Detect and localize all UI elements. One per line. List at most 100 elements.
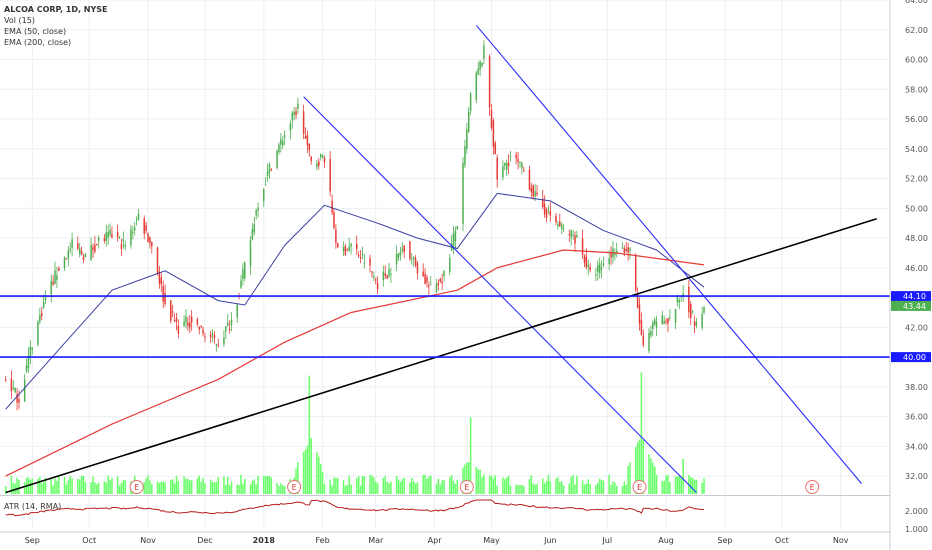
candle-body [280,139,282,145]
volume-bar [652,462,654,494]
candle-body [669,317,671,319]
volume-bar [568,483,571,494]
volume-bar [505,477,508,494]
candle-body [270,169,273,171]
candle-body [226,322,229,326]
candle-body [634,256,637,291]
candle-body [545,209,548,218]
volume-bar [475,467,478,494]
candle-body [443,270,445,276]
volume-bar [225,484,227,494]
candle-body [369,258,371,266]
candle-body [162,286,164,302]
volume-bar [543,483,546,494]
volume-bar [236,484,238,494]
candle-body [541,198,544,208]
candle-body [517,158,519,162]
candle-body [160,277,163,285]
volume-bar [342,480,345,494]
candle-body [572,234,574,236]
candle-body [648,332,650,351]
volume-bar [103,481,106,494]
volume-bar [411,477,413,494]
candle-body [151,242,153,247]
volume-bar [111,477,113,494]
candle-body [14,387,16,393]
volume-bar [409,482,411,494]
volume-bar [122,479,125,494]
volume-bar [348,475,350,494]
candle-body [682,293,684,297]
candle-body [84,254,87,258]
volume-bar [215,481,218,494]
volume-bar [228,485,231,494]
candle-body [120,243,123,249]
volume-bar [329,479,331,494]
atr-tick-label: 2.000 [905,507,928,516]
volume-bar [625,484,627,494]
candle-body [371,271,373,273]
candle-body [189,322,191,328]
candle-body [183,321,185,327]
candle-body [557,224,559,227]
volume-bar [414,483,417,494]
chart-title: ALCOA CORP, 1D, NYSE [4,5,108,14]
volume-bar [50,478,52,494]
candle-body [65,258,68,260]
x-tick-label: Mar [368,536,384,545]
candle-body [560,224,563,229]
candle-body [602,263,605,266]
candle-body [464,146,466,166]
candle-body [156,247,159,274]
price-tick-label: 50.00 [905,204,928,213]
candle-body [399,251,402,256]
ema50-line [5,192,705,410]
candle-body [302,111,305,135]
candle-body [337,243,339,248]
candle-body [145,225,147,231]
candle-body [348,246,350,251]
earnings-marker [287,480,302,494]
price-tick-label: 46.00 [905,264,928,273]
volume-bar [676,476,679,494]
candle-body [196,319,199,325]
candle-body [373,276,375,278]
volume-bar [602,480,605,494]
candle-body [289,123,292,131]
price-tick-label: 48.00 [905,234,928,243]
price-tick-label: 32.00 [905,472,928,481]
volume-bar [226,476,229,494]
volume-bar [200,481,202,494]
candle-body [386,275,388,279]
volume-bar [395,476,398,494]
candle-body [361,254,364,256]
atr-label: ATR (14, RMA) [4,502,62,511]
x-tick-label: Sep [25,536,40,545]
volume-bar [689,477,692,494]
volume-bar [4,485,7,494]
volume-bar [595,485,597,494]
candle-body [177,325,180,334]
candle-body [264,184,267,186]
volume-bar [183,476,185,494]
volume-bar [532,483,534,494]
volume-bar [523,485,525,494]
atr-tick-label: 1.000 [905,525,928,534]
volume-bar [189,480,191,494]
volume-bar [452,480,455,494]
candle-body [382,271,385,280]
candle-body [329,159,331,192]
volume-bar [335,478,337,494]
volume-bar [477,469,479,494]
candle-body [688,286,690,313]
candle-body [335,229,337,243]
volume-bar [240,474,242,494]
candle-body [90,245,92,261]
volume-bar [29,479,32,494]
candle-body [477,68,479,75]
volume-bar [437,478,440,494]
volume-bar [608,474,610,494]
volume-bar [574,484,576,494]
x-tick-label: May [483,536,500,545]
